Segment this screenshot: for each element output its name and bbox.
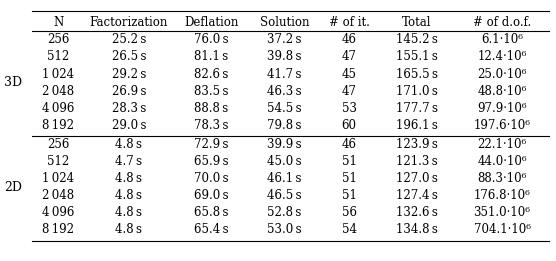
Text: 47: 47 xyxy=(342,50,357,63)
Text: 53.0 s: 53.0 s xyxy=(267,223,302,236)
Text: 29.0 s: 29.0 s xyxy=(112,119,146,132)
Text: 48.8·10⁶: 48.8·10⁶ xyxy=(478,85,527,98)
Text: 6.1·10⁶: 6.1·10⁶ xyxy=(481,33,523,46)
Text: 26.5 s: 26.5 s xyxy=(112,50,146,63)
Text: 88.3·10⁶: 88.3·10⁶ xyxy=(478,172,527,185)
Text: 8 192: 8 192 xyxy=(42,223,75,236)
Text: 2D: 2D xyxy=(4,181,23,194)
Text: 26.9 s: 26.9 s xyxy=(112,85,146,98)
Text: 123.9 s: 123.9 s xyxy=(396,138,438,151)
Text: 41.7 s: 41.7 s xyxy=(267,68,302,81)
Text: 79.8 s: 79.8 s xyxy=(267,119,302,132)
Text: # of it.: # of it. xyxy=(329,16,370,28)
Text: 45: 45 xyxy=(342,68,357,81)
Text: 46.3 s: 46.3 s xyxy=(267,85,302,98)
Text: 52.8 s: 52.8 s xyxy=(267,206,302,220)
Text: 2 048: 2 048 xyxy=(42,85,75,98)
Text: 1 024: 1 024 xyxy=(42,68,75,81)
Text: 47: 47 xyxy=(342,85,357,98)
Text: 44.0·10⁶: 44.0·10⁶ xyxy=(477,155,527,168)
Text: Deflation: Deflation xyxy=(184,16,239,28)
Text: 76.0 s: 76.0 s xyxy=(194,33,229,46)
Text: 54: 54 xyxy=(342,223,357,236)
Text: 165.5 s: 165.5 s xyxy=(396,68,438,81)
Text: 70.0 s: 70.0 s xyxy=(194,172,229,185)
Text: 4.8 s: 4.8 s xyxy=(115,138,142,151)
Text: Solution: Solution xyxy=(260,16,309,28)
Text: 121.3 s: 121.3 s xyxy=(396,155,438,168)
Text: 351.0·10⁶: 351.0·10⁶ xyxy=(474,206,530,220)
Text: 127.4 s: 127.4 s xyxy=(396,189,438,202)
Text: 134.8 s: 134.8 s xyxy=(396,223,438,236)
Text: 4.7 s: 4.7 s xyxy=(115,155,142,168)
Text: 197.6·10⁶: 197.6·10⁶ xyxy=(474,119,530,132)
Text: 512: 512 xyxy=(47,155,70,168)
Text: 37.2 s: 37.2 s xyxy=(267,33,302,46)
Text: 46: 46 xyxy=(342,138,357,151)
Text: 65.4 s: 65.4 s xyxy=(194,223,229,236)
Text: 65.8 s: 65.8 s xyxy=(194,206,229,220)
Text: 69.0 s: 69.0 s xyxy=(194,189,229,202)
Text: 51: 51 xyxy=(342,172,356,185)
Text: # of d.o.f.: # of d.o.f. xyxy=(473,16,531,28)
Text: 46.1 s: 46.1 s xyxy=(267,172,302,185)
Text: 145.2 s: 145.2 s xyxy=(396,33,438,46)
Text: 4 096: 4 096 xyxy=(42,206,75,220)
Text: 53: 53 xyxy=(342,102,357,115)
Text: Total: Total xyxy=(402,16,431,28)
Text: 2 048: 2 048 xyxy=(42,189,75,202)
Text: 88.8 s: 88.8 s xyxy=(194,102,228,115)
Text: 25.0·10⁶: 25.0·10⁶ xyxy=(477,68,527,81)
Text: 83.5 s: 83.5 s xyxy=(194,85,229,98)
Text: 256: 256 xyxy=(47,138,70,151)
Text: 132.6 s: 132.6 s xyxy=(396,206,438,220)
Text: 82.6 s: 82.6 s xyxy=(194,68,229,81)
Text: 4.8 s: 4.8 s xyxy=(115,189,142,202)
Text: 72.9 s: 72.9 s xyxy=(194,138,229,151)
Text: 155.1 s: 155.1 s xyxy=(396,50,438,63)
Text: 46.5 s: 46.5 s xyxy=(267,189,302,202)
Text: 81.1 s: 81.1 s xyxy=(194,50,228,63)
Text: 512: 512 xyxy=(47,50,70,63)
Text: 4.8 s: 4.8 s xyxy=(115,172,142,185)
Text: 25.2 s: 25.2 s xyxy=(112,33,146,46)
Text: 65.9 s: 65.9 s xyxy=(194,155,229,168)
Text: 45.0 s: 45.0 s xyxy=(267,155,302,168)
Text: 22.1·10⁶: 22.1·10⁶ xyxy=(478,138,527,151)
Text: 127.0 s: 127.0 s xyxy=(396,172,438,185)
Text: 3D: 3D xyxy=(4,76,23,89)
Text: 4 096: 4 096 xyxy=(42,102,75,115)
Text: 12.4·10⁶: 12.4·10⁶ xyxy=(478,50,527,63)
Text: N: N xyxy=(53,16,63,28)
Text: 78.3 s: 78.3 s xyxy=(194,119,229,132)
Text: 177.7 s: 177.7 s xyxy=(396,102,438,115)
Text: Factorization: Factorization xyxy=(90,16,168,28)
Text: 60: 60 xyxy=(342,119,357,132)
Text: 8 192: 8 192 xyxy=(42,119,75,132)
Text: 4.8 s: 4.8 s xyxy=(115,206,142,220)
Text: 51: 51 xyxy=(342,155,356,168)
Text: 28.3 s: 28.3 s xyxy=(112,102,146,115)
Text: 704.1·10⁶: 704.1·10⁶ xyxy=(474,223,530,236)
Text: 176.8·10⁶: 176.8·10⁶ xyxy=(474,189,530,202)
Text: 4.8 s: 4.8 s xyxy=(115,223,142,236)
Text: 256: 256 xyxy=(47,33,70,46)
Text: 39.8 s: 39.8 s xyxy=(267,50,302,63)
Text: 39.9 s: 39.9 s xyxy=(267,138,302,151)
Text: 46: 46 xyxy=(342,33,357,46)
Text: 54.5 s: 54.5 s xyxy=(267,102,302,115)
Text: 1 024: 1 024 xyxy=(42,172,75,185)
Text: 97.9·10⁶: 97.9·10⁶ xyxy=(477,102,527,115)
Text: 56: 56 xyxy=(342,206,357,220)
Text: 171.0 s: 171.0 s xyxy=(396,85,438,98)
Text: 51: 51 xyxy=(342,189,356,202)
Text: 196.1 s: 196.1 s xyxy=(396,119,438,132)
Text: 29.2 s: 29.2 s xyxy=(112,68,146,81)
